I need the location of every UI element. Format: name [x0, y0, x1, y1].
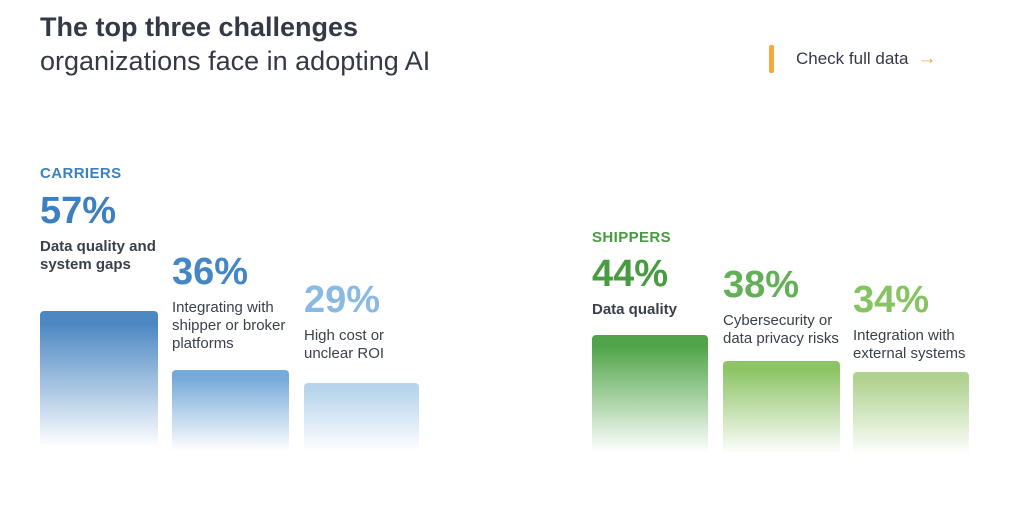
- value-label: 34%: [853, 279, 930, 321]
- bar-shippers-2: [723, 361, 840, 460]
- arrow-right-icon: →: [917, 48, 937, 69]
- bar-shippers-3: [853, 372, 969, 460]
- check-full-data-link[interactable]: Check full data →: [769, 45, 936, 73]
- page-title: The top three challenges organizations f…: [40, 10, 430, 78]
- title-line-2: organizations face in adopting AI: [40, 46, 431, 76]
- bar-carriers-2: [172, 370, 289, 456]
- bar-item-carriers-3: 29% High cost or unclear ROI: [304, 279, 419, 456]
- value-label: 44%: [592, 253, 669, 295]
- value-label: 57%: [40, 190, 117, 232]
- group-label-shippers: SHIPPERS: [592, 229, 672, 246]
- title-line-1: The top three challenges: [40, 12, 359, 42]
- cta-label: Check full data: [796, 49, 909, 68]
- value-label: 38%: [723, 264, 800, 306]
- bar-item-shippers-1: 44% Data quality: [592, 253, 708, 460]
- value-label: 36%: [172, 251, 249, 293]
- category-label: Integrating with shipper or broker platf…: [172, 298, 286, 353]
- bar-shippers-1: [592, 335, 708, 460]
- accent-bar: [769, 45, 774, 73]
- category-label: Data quality and system gaps: [40, 237, 156, 273]
- bar-carriers-1: [40, 311, 158, 456]
- bar-item-carriers-2: 36% Integrating with shipper or broker p…: [172, 251, 289, 456]
- category-label: Integration with external systems: [853, 326, 966, 362]
- value-label: 29%: [304, 279, 381, 321]
- category-label: Data quality: [592, 300, 678, 318]
- category-label: Cybersecurity or data privacy risks: [723, 311, 839, 347]
- bar-item-carriers-1: 57% Data quality and system gaps: [40, 190, 158, 456]
- bar-item-shippers-3: 34% Integration with external systems: [853, 279, 969, 460]
- bar-item-shippers-2: 38% Cybersecurity or data privacy risks: [723, 264, 840, 460]
- bar-carriers-3: [304, 383, 419, 456]
- group-label-carriers: CARRIERS: [40, 165, 122, 182]
- category-label: High cost or unclear ROI: [304, 326, 385, 362]
